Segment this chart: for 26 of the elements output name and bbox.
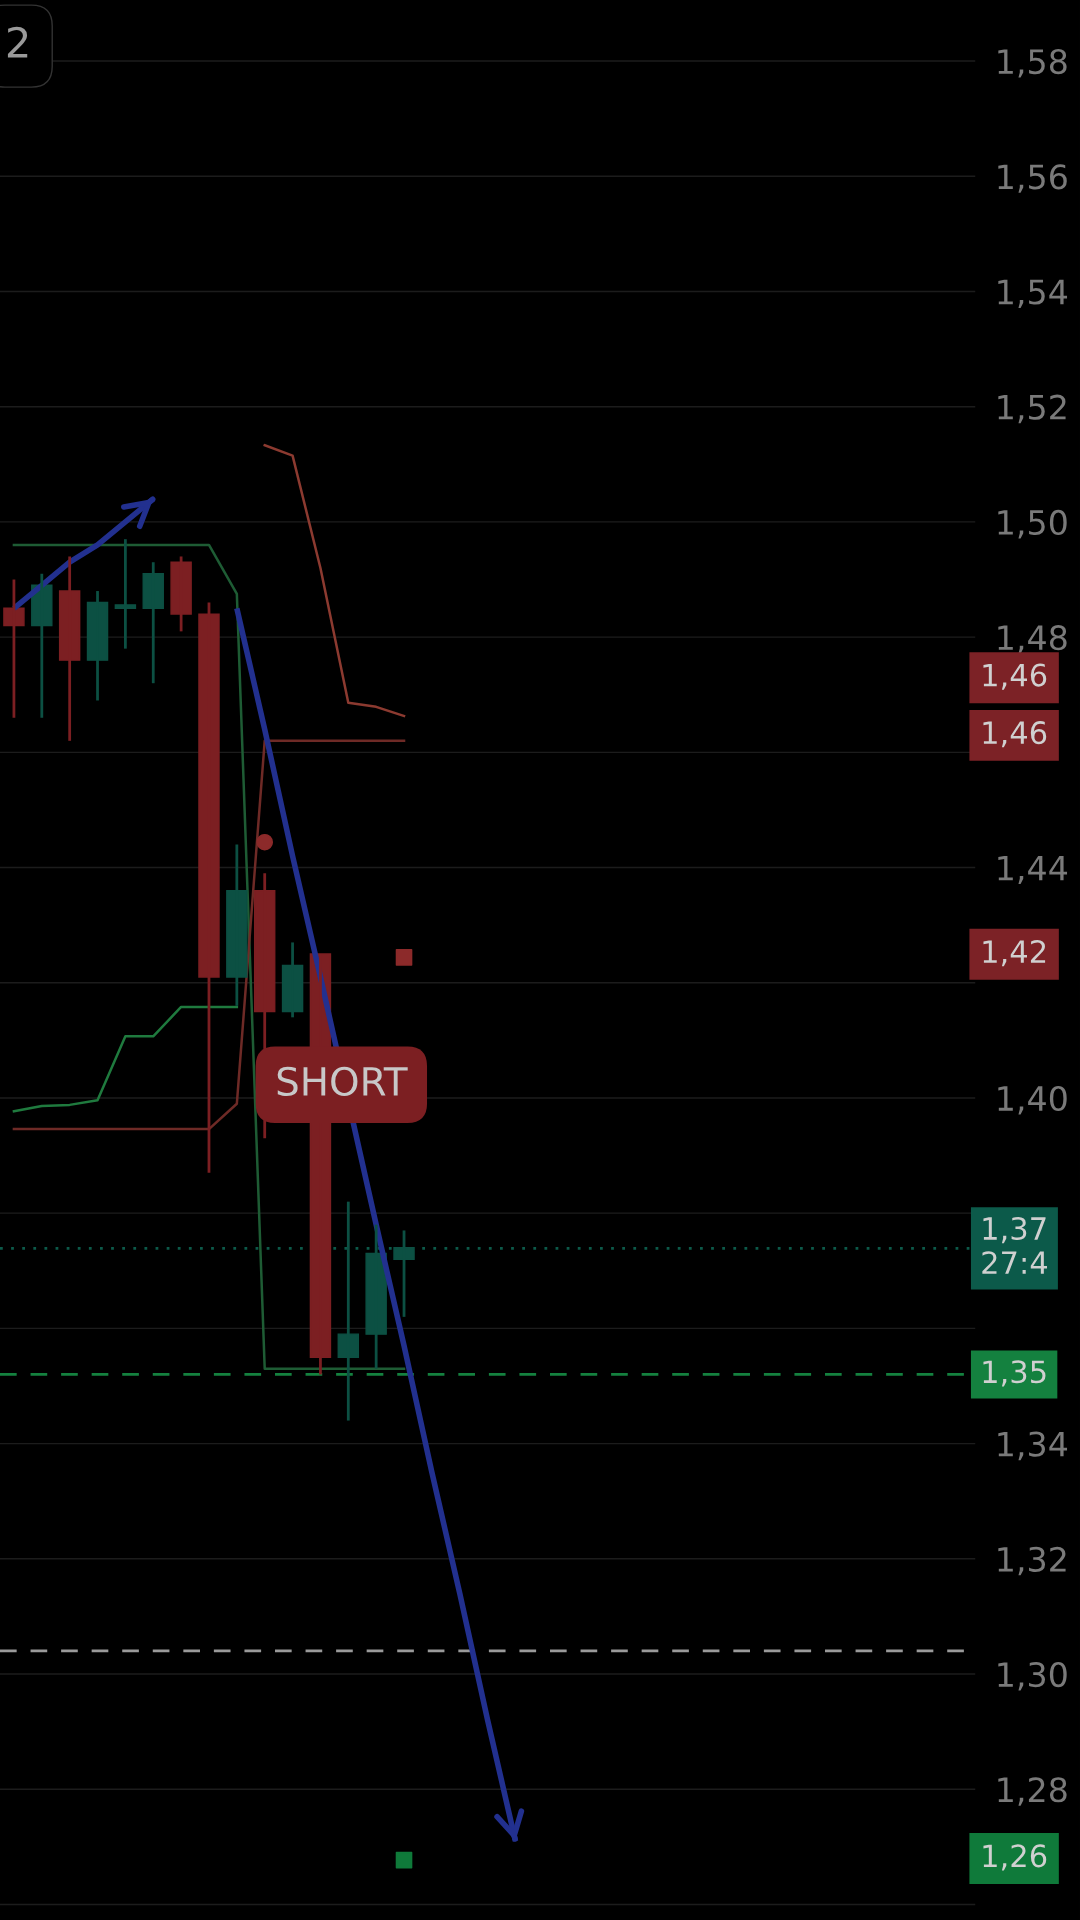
- y-tick-label: 1,30: [998, 1661, 1067, 1691]
- y-tick-label: 1,32: [998, 1546, 1066, 1576]
- y-tick-label: 1,58: [998, 48, 1067, 78]
- annotation: SHORT: [277, 1066, 408, 1097]
- line-series: [263, 444, 406, 718]
- ref-line-label: 1,37 27:4: [982, 1216, 1048, 1274]
- y-tick-label: 1,56: [998, 164, 1067, 193]
- ref-line-label: 1,35: [983, 1360, 1046, 1387]
- point: [395, 949, 413, 966]
- y-tick-label: 1,44: [998, 855, 1068, 885]
- annotation: 2: [7, 26, 28, 58]
- text: 1,46: [983, 663, 1047, 690]
- text: 1,46: [983, 721, 1047, 748]
- line-series: [12, 1005, 239, 1113]
- y-tick-label: 1,54: [998, 279, 1068, 309]
- candlestick: [198, 601, 220, 1175]
- point: [256, 833, 274, 851]
- y-tick-label: 1,52: [998, 394, 1066, 424]
- y-tick-label: 1,28: [998, 1777, 1067, 1806]
- y-tick-label: 1,40: [998, 1085, 1067, 1115]
- y-tick-label: 1,48: [998, 625, 1067, 654]
- y-tick-label: 1,34: [998, 1431, 1068, 1461]
- text: 1,42: [983, 939, 1046, 967]
- y-tick-label: 1,50: [998, 509, 1067, 539]
- text: 1,26: [983, 1844, 1047, 1871]
- point: [395, 1851, 413, 1869]
